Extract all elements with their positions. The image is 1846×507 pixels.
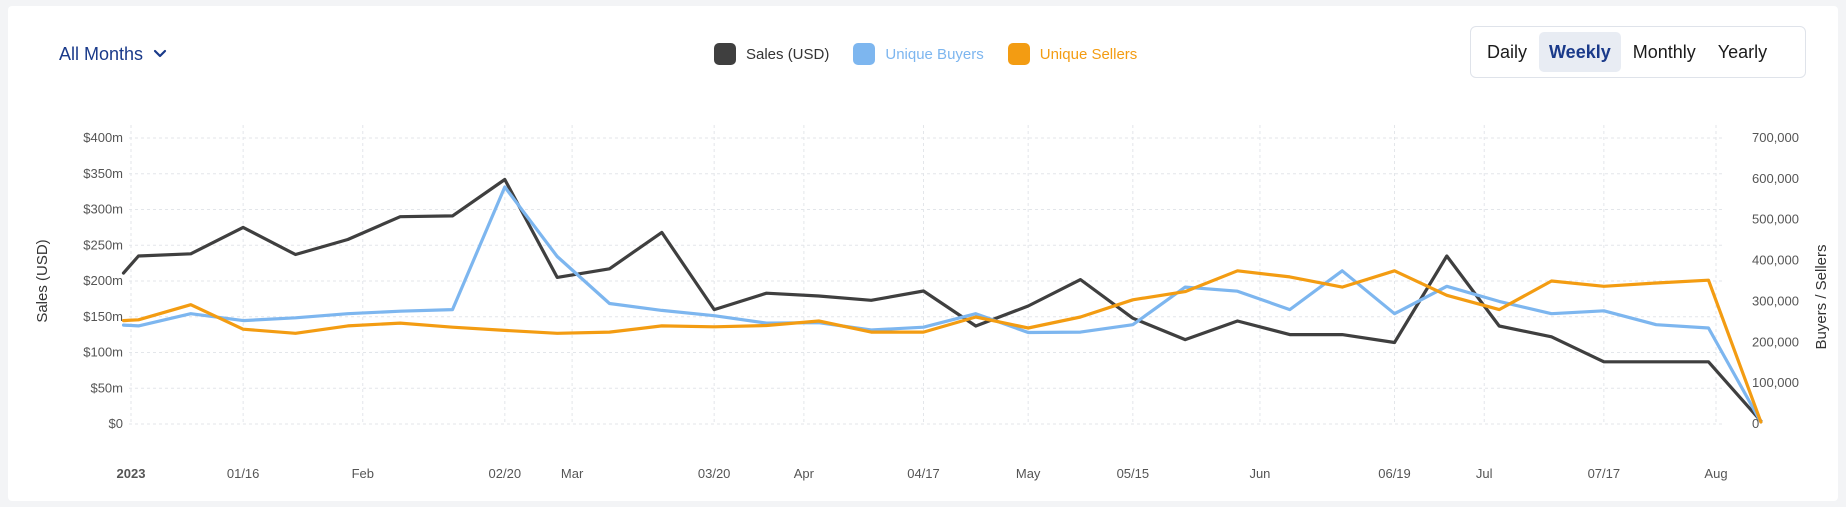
- x-tick-label: Jun: [1249, 466, 1270, 481]
- x-tick-label: May: [1016, 466, 1041, 481]
- x-tick-label: 03/20: [698, 466, 731, 481]
- y-axis-title: Sales (USD): [34, 239, 51, 322]
- x-tick-label: 04/17: [907, 466, 940, 481]
- y2-tick-label: 300,000: [1752, 293, 1799, 308]
- x-tick-label: 05/15: [1117, 466, 1150, 481]
- x-tick-label: Feb: [352, 466, 374, 481]
- legend-item-buyers[interactable]: Unique Buyers: [853, 43, 984, 65]
- series-line-sales: [121, 177, 1763, 423]
- months-dropdown[interactable]: All Months: [59, 40, 167, 68]
- y-tick-label: $400m: [83, 130, 123, 145]
- y-tick-label: $300m: [83, 202, 123, 217]
- y2-tick-label: 0: [1752, 416, 1759, 431]
- y-tick-label: $150m: [83, 309, 123, 324]
- period-monthly-button[interactable]: Monthly: [1632, 41, 1696, 62]
- x-tick-label: Apr: [794, 466, 815, 481]
- x-tick-label: 02/20: [489, 466, 522, 481]
- legend-swatch-buyers: [853, 43, 876, 65]
- y-tick-label: $250m: [83, 237, 123, 252]
- legend-swatch-sales: [714, 43, 736, 65]
- period-weekly-button[interactable]: Weekly: [1539, 32, 1621, 72]
- series-line-buyers: [121, 185, 1763, 424]
- y2-tick-label: 400,000: [1752, 253, 1799, 268]
- y-tick-label: $0: [109, 416, 123, 431]
- x-tick-label: 06/19: [1378, 466, 1411, 481]
- y2-tick-label: 200,000: [1752, 334, 1799, 349]
- chevron-down-icon: [153, 49, 167, 58]
- chart-legend: Sales (USD) Unique Buyers Unique Sellers: [714, 40, 1161, 68]
- legend-label-buyers: Unique Buyers: [885, 45, 984, 63]
- legend-label-sellers: Unique Sellers: [1039, 45, 1138, 63]
- y-tick-label: $100m: [83, 345, 123, 360]
- y-tick-label: $350m: [83, 166, 123, 181]
- series-line-sellers: [121, 269, 1763, 424]
- period-selector: Daily Weekly Monthly Yearly: [1470, 26, 1806, 78]
- legend-label-sales: Sales (USD): [746, 45, 830, 63]
- legend-item-sales[interactable]: Sales (USD): [714, 43, 829, 65]
- grid-lines: [129, 125, 1722, 425]
- legend-swatch-sellers: [1007, 43, 1030, 65]
- months-dropdown-label: All Months: [59, 43, 144, 64]
- y2-axis-title: Buyers / Sellers: [1813, 244, 1830, 349]
- y-tick-label: $50m: [90, 380, 123, 395]
- x-tick-label: Aug: [1704, 466, 1727, 481]
- period-yearly-button[interactable]: Yearly: [1717, 41, 1768, 62]
- y2-tick-label: 600,000: [1752, 171, 1799, 186]
- y2-tick-label: 700,000: [1752, 130, 1799, 145]
- x-tick-label: 01/16: [227, 466, 260, 481]
- y2-tick-label: 500,000: [1752, 212, 1799, 227]
- legend-item-sellers[interactable]: Unique Sellers: [1007, 43, 1138, 65]
- x-tick-label: 07/17: [1588, 466, 1621, 481]
- y-tick-label: $200m: [83, 273, 123, 288]
- x-tick-label: Mar: [561, 466, 584, 481]
- y2-tick-label: 100,000: [1752, 375, 1799, 390]
- x-tick-label: 2023: [117, 466, 146, 481]
- x-tick-label: Jul: [1476, 466, 1493, 481]
- period-daily-button[interactable]: Daily: [1487, 41, 1528, 62]
